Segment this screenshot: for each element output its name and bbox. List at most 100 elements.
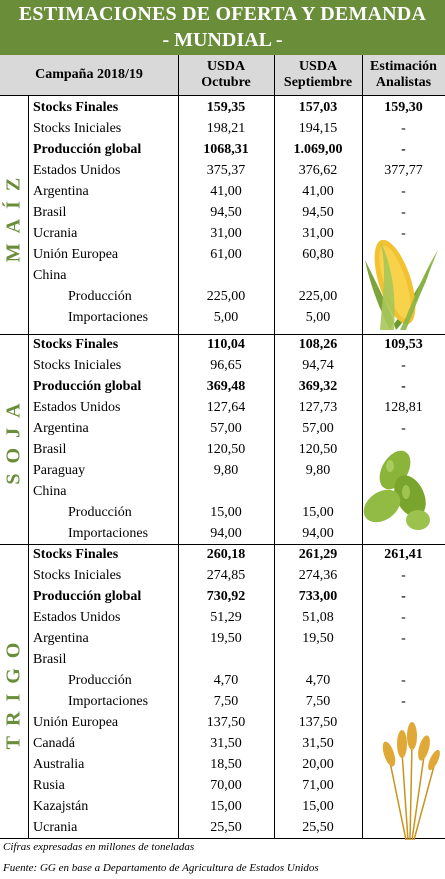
value-usda-septiembre: 19,50 [302,631,334,646]
value-usda-octubre: 94,00 [210,526,242,541]
value-usda-septiembre: 120,50 [298,442,338,457]
row-label: Argentina [33,631,89,646]
value-usda-octubre: 198,21 [206,121,246,136]
value-usda-octubre: 225,00 [206,289,246,304]
value-estimacion-analistas: - [401,358,406,373]
value-usda-septiembre: 31,50 [302,736,334,751]
row-label: Australia [33,757,85,772]
value-usda-octubre: 1068,31 [203,142,249,157]
section-divider [0,334,445,335]
value-usda-octubre: 51,29 [210,610,242,625]
row-label: Producción [68,673,132,688]
row-label: Producción global [33,379,142,394]
table-row: Argentina 41,00 41,00 - [0,181,445,202]
value-usda-octubre: 41,00 [210,184,242,199]
value-usda-septiembre: 51,08 [302,610,334,625]
column-divider [274,544,275,838]
table-row: Stocks Finales 110,04 108,26 109,53 [0,334,445,355]
value-usda-octubre: 110,04 [207,337,245,352]
row-label: Estados Unidos [33,610,121,625]
section-maiz: MAÍZ Stocks Finales 159,35 157,03 159,30 Stoc… [0,95,445,334]
value-estimacion-analistas: 159,30 [384,100,423,115]
value-usda-septiembre: 274,36 [298,568,338,583]
column-header-row: Campaña 2018/19 USDA Octubre USDA Septie… [0,55,445,96]
table-row: China [0,481,445,502]
value-estimacion-analistas: - [401,184,406,199]
value-usda-octubre: 15,00 [210,505,242,520]
column-divider [178,95,179,334]
units-note: Cifras expresadas en millones de tonelad… [3,841,195,853]
source-note: Fuente: GG en base a Departamento de Agr… [3,862,319,874]
table-row: Argentina 19,50 19,50 - [0,628,445,649]
value-usda-septiembre: 41,00 [302,184,334,199]
table-row: Estados Unidos 375,37 376,62 377,77 [0,160,445,181]
row-label: Stocks Finales [33,100,119,115]
value-usda-septiembre: 4,70 [305,673,331,688]
value-estimacion-analistas: 128,81 [384,400,423,415]
row-label: Estados Unidos [33,163,121,178]
row-label: Ucrania [33,226,78,241]
row-label: Argentina [33,184,89,199]
row-label: Producción global [33,142,142,157]
table-row: Producción global 730,92 733,00 - [0,586,445,607]
value-usda-octubre: 375,37 [206,163,246,178]
row-label: Brasil [33,205,67,220]
table-row: Producción global 369,48 369,32 - [0,376,445,397]
value-usda-octubre: 369,48 [206,379,246,394]
value-estimacion-analistas: - [401,226,406,241]
row-label: Stocks Finales [33,547,119,562]
value-usda-octubre: 7,50 [213,694,239,709]
table-row: Kazajstán 15,00 15,00 [0,796,445,817]
value-estimacion-analistas: - [401,568,406,583]
value-usda-septiembre: 733,00 [298,589,338,604]
value-usda-octubre: 96,65 [210,358,242,373]
value-usda-octubre: 4,70 [213,673,239,688]
row-label: Rusia [33,778,65,793]
table-row: Producción 15,00 15,00 [0,502,445,523]
soybean-icon [363,450,430,530]
value-estimacion-analistas: 261,41 [384,547,423,562]
value-usda-octubre: 61,00 [210,247,242,262]
page-title: ESTIMACIONES DE OFERTA Y DEMANDA [18,3,427,25]
col3-header: Estimación Analistas [362,59,445,91]
value-usda-septiembre: 9,80 [305,463,331,478]
value-usda-octubre: 9,80 [213,463,239,478]
table-row: Estados Unidos 127,64 127,73 128,81 [0,397,445,418]
column-divider [178,544,179,838]
value-usda-septiembre: 7,50 [305,694,331,709]
column-divider [178,334,179,544]
value-usda-octubre: 260,18 [206,547,246,562]
column-divider [274,55,275,95]
value-usda-septiembre: 5,00 [305,310,331,325]
table-row: Unión Europea 137,50 137,50 [0,712,445,733]
row-label: China [33,484,67,499]
value-usda-septiembre: 261,29 [298,547,338,562]
row-label: Brasil [33,442,67,457]
row-label: Stocks Iniciales [33,568,122,583]
value-estimacion-analistas: - [401,694,406,709]
value-estimacion-analistas: - [401,142,406,157]
col2-header-line1: USDA [298,59,338,74]
value-usda-octubre: 274,85 [206,568,246,583]
row-label: Producción [68,289,132,304]
value-usda-septiembre: 71,00 [302,778,334,793]
value-usda-octubre: 70,00 [210,778,242,793]
value-usda-septiembre: 57,00 [302,421,334,436]
page-header: ESTIMACIONES DE OFERTA Y DEMANDA - MUNDI… [0,0,445,55]
table-row: Stocks Finales 159,35 157,03 159,30 [0,97,445,118]
column-divider [28,95,29,334]
value-usda-octubre: 94,50 [210,205,242,220]
value-usda-octubre: 57,00 [210,421,242,436]
value-usda-octubre: 159,35 [206,100,246,115]
row-label: Importaciones [68,694,149,709]
value-usda-septiembre: 94,50 [302,205,334,220]
corn-icon [365,239,438,330]
row-label: Unión Europea [33,247,119,262]
table-row: Paraguay 9,80 9,80 [0,460,445,481]
col3-header-line2: Analistas [375,75,432,90]
value-usda-octubre: 730,92 [206,589,246,604]
row-label: Kazajstán [33,799,89,814]
row-label: Importaciones [68,526,149,541]
section-soja: SOJA Stocks Finales 110,04 108,26 109,53 Stoc… [0,334,445,544]
page-subtitle: - MUNDIAL - [162,29,283,51]
